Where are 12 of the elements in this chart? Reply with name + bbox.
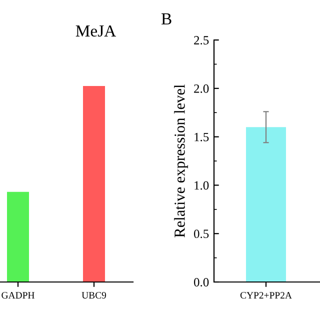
y-tick-label: 0.5 (194, 230, 209, 238)
y-tick-label: 0.0 (194, 278, 209, 287)
x-tick-label: UBC9 (82, 292, 106, 299)
chart-title: MeJA (76, 25, 116, 37)
y-axis-title: Relative expression level (174, 84, 188, 238)
x-tick-label: GADPH (2, 292, 34, 299)
y-tick-label: 1.5 (194, 132, 209, 142)
y-tick-label: 2.5 (194, 36, 209, 45)
text: B (161, 13, 172, 24)
x-tick-label: CYP2+PP2A (240, 292, 292, 299)
y-tick-label: 2.0 (194, 84, 209, 93)
y-tick-label: 1.0 (194, 181, 209, 190)
